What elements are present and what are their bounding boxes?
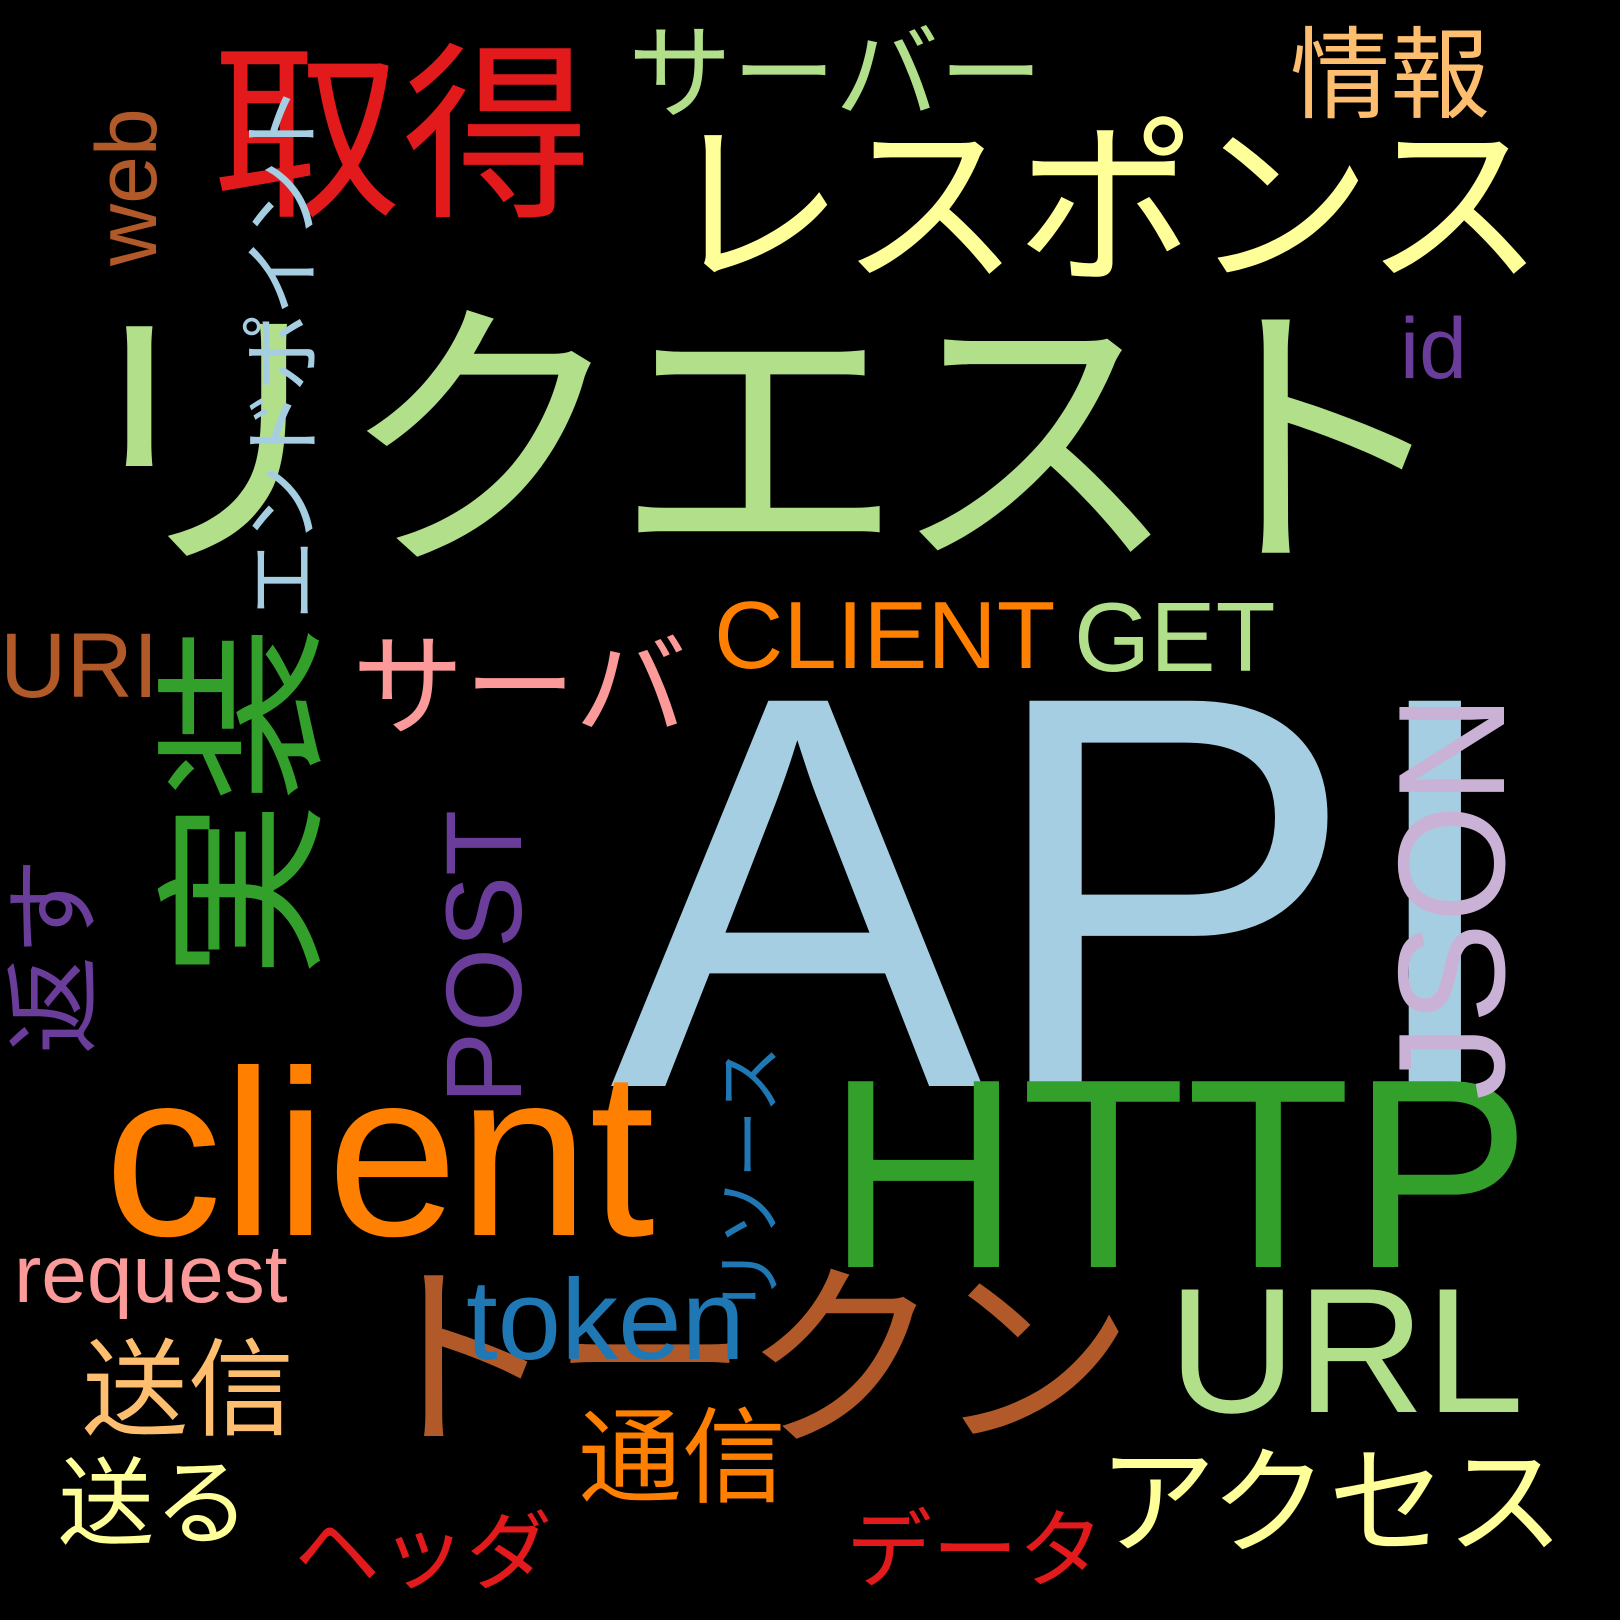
word-client: client	[104, 1022, 655, 1286]
word-id: id	[1400, 301, 1467, 397]
word-uri: URI	[0, 615, 159, 717]
word-jouhou: 情報	[1290, 17, 1490, 134]
word-endpoint: エンドポイント	[237, 88, 330, 620]
word-client-upper: CLIENT	[714, 582, 1056, 689]
word-okuru: 送る	[58, 1448, 250, 1560]
word-tsushin: 通信	[578, 1397, 787, 1519]
word-response: レスポンス	[664, 103, 1544, 312]
word-api: API	[610, 579, 1513, 1205]
word-get: GET	[1074, 582, 1276, 692]
word-request-ja: リクエスト	[62, 276, 1456, 613]
word-kaesu: 返す	[0, 857, 112, 1054]
word-token-ja: トークン	[358, 1245, 1134, 1478]
word-http: HTTP	[826, 1024, 1531, 1325]
word-server: サーバ	[352, 623, 687, 753]
word-token: token	[466, 1257, 745, 1384]
word-soushin: 送信	[82, 1329, 294, 1452]
word-post: POST	[423, 809, 544, 1104]
word-header: ヘッダ	[294, 1503, 552, 1603]
word-access: アクセス	[1098, 1434, 1565, 1572]
word-json: JSON	[1367, 694, 1537, 1100]
word-shutoku: 取得	[212, 26, 593, 247]
word-server-long: サーバー	[628, 13, 1043, 135]
word-request: request	[14, 1229, 288, 1320]
word-url: URL	[1168, 1251, 1525, 1450]
word-resource: リソース	[712, 1045, 791, 1314]
word-data: データ	[846, 1501, 1104, 1601]
word-web: web	[79, 108, 175, 266]
word-jisso: 実装	[143, 625, 348, 978]
